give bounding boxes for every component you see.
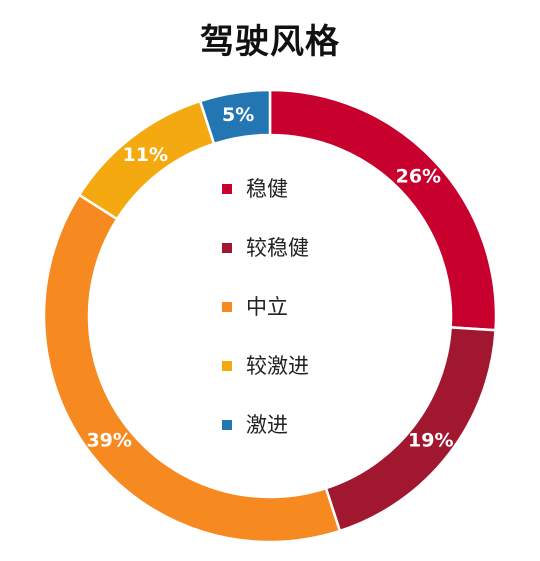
legend: 稳健 较稳健 中立 较激进 激进: [222, 176, 362, 471]
legend-swatch-fairly-steady: [222, 243, 232, 253]
legend-label-fairly-steady: 较稳健: [246, 236, 309, 260]
slice-aggressive: [198, 88, 272, 146]
legend-item-neutral: 中立: [222, 294, 362, 320]
slice-label-aggressive: 5%: [222, 104, 254, 126]
legend-item-fairly-aggressive: 较激进: [222, 353, 362, 379]
legend-item-aggressive: 激进: [222, 412, 362, 438]
chart-title: 驾驶风格: [200, 22, 340, 62]
slice-label-neutral: 39%: [86, 430, 131, 452]
legend-item-fairly-steady: 较稳健: [222, 235, 362, 261]
legend-swatch-fairly-aggressive: [222, 361, 232, 371]
legend-label-fairly-aggressive: 较激进: [246, 354, 309, 378]
slice-label-fairly-steady: 19%: [408, 430, 453, 452]
slice-label-fairly-aggressive: 11%: [123, 144, 168, 166]
legend-label-aggressive: 激进: [246, 413, 288, 437]
legend-label-neutral: 中立: [246, 295, 288, 319]
slice-label-steady: 26%: [396, 166, 441, 188]
legend-swatch-aggressive: [222, 420, 232, 430]
legend-swatch-neutral: [222, 302, 232, 312]
legend-item-steady: 稳健: [222, 176, 362, 202]
legend-label-steady: 稳健: [246, 177, 288, 201]
slice-neutral: [42, 193, 342, 544]
legend-swatch-steady: [222, 184, 232, 194]
